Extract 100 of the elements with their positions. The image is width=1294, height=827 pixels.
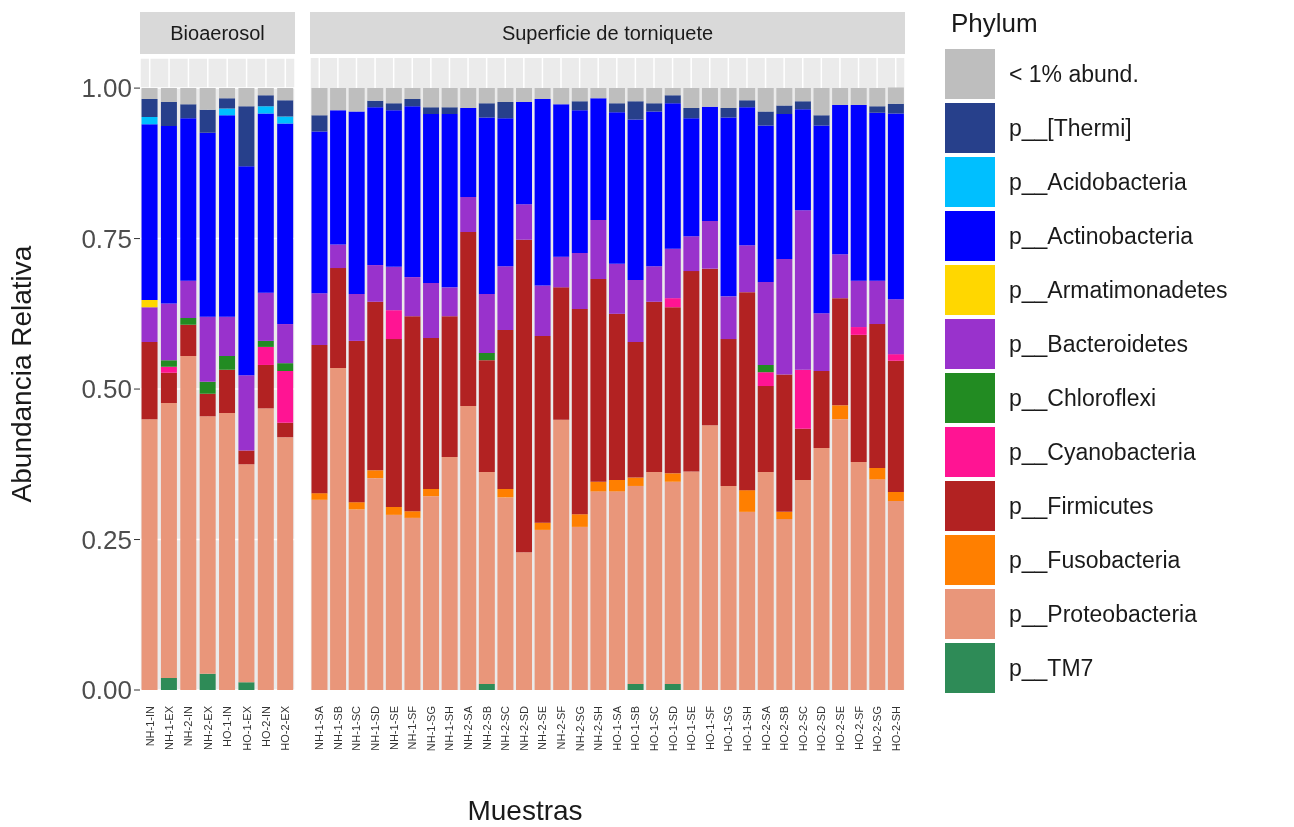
bar xyxy=(720,339,737,486)
bar xyxy=(423,88,440,108)
x-tick-label: NH-1-SA xyxy=(313,705,326,751)
bar xyxy=(478,360,495,473)
x-tick-label: HO-2-IN xyxy=(259,705,272,747)
bar xyxy=(199,88,216,110)
bar xyxy=(160,303,177,361)
bar xyxy=(776,88,793,106)
bar xyxy=(534,98,551,286)
bar xyxy=(478,683,495,690)
bar xyxy=(311,499,328,690)
bar xyxy=(199,316,216,382)
x-tick-label: HO-1-SF xyxy=(703,705,716,750)
legend-label: p__Fusobacteria xyxy=(1009,546,1181,574)
bar xyxy=(683,88,700,108)
bar xyxy=(478,88,495,104)
bar xyxy=(257,408,274,690)
bar xyxy=(757,88,774,112)
y-tick-label: 0.75 xyxy=(81,223,132,254)
bar xyxy=(832,298,849,406)
bar xyxy=(776,105,793,114)
bar xyxy=(238,450,255,465)
bar xyxy=(277,100,294,117)
bar xyxy=(330,110,347,245)
bar xyxy=(534,529,551,690)
bar xyxy=(277,363,294,371)
y-axis-title: Abundancia Relativa xyxy=(6,245,38,503)
bar xyxy=(627,280,644,343)
y-tick-label: 0.00 xyxy=(81,675,132,706)
bar xyxy=(776,519,793,690)
bar xyxy=(311,345,328,494)
legend-label: p__[Thermi] xyxy=(1009,114,1132,142)
bar xyxy=(497,101,514,119)
bar xyxy=(850,327,867,335)
x-tick-label: NH-1-IN xyxy=(143,705,156,747)
x-tick-label: NH-2-SD xyxy=(517,705,530,751)
x-tick-label: HO-2-SE xyxy=(833,706,846,751)
bar xyxy=(646,472,663,690)
bar xyxy=(887,87,904,104)
bar xyxy=(348,293,365,341)
bar xyxy=(757,125,774,282)
x-tick-label: HO-2-SC xyxy=(796,705,809,752)
bar xyxy=(850,104,867,281)
legend-label: < 1% abund. xyxy=(1009,60,1139,88)
bar xyxy=(664,103,681,249)
bar xyxy=(869,112,886,281)
bar xyxy=(277,123,294,325)
bar xyxy=(813,115,830,126)
bar xyxy=(277,370,294,423)
bar xyxy=(683,271,700,472)
x-tick-label: NH-2-SB xyxy=(480,706,493,751)
bar xyxy=(404,277,421,317)
bar xyxy=(794,109,811,211)
x-tick-label: NH-1-SG xyxy=(424,706,437,752)
bar xyxy=(141,116,158,125)
bar xyxy=(757,111,774,126)
bar xyxy=(869,88,886,107)
bar xyxy=(571,308,588,515)
x-tick-label: HO-1-SG xyxy=(722,706,735,752)
bar xyxy=(160,126,177,304)
bar xyxy=(277,437,294,690)
bar xyxy=(627,485,644,684)
bar xyxy=(160,360,177,367)
bar xyxy=(180,355,197,690)
bar xyxy=(219,88,236,99)
bar xyxy=(199,132,216,317)
bar xyxy=(701,88,718,107)
bar xyxy=(571,526,588,690)
x-tick-label: HO-2-SH xyxy=(889,705,902,752)
bar xyxy=(277,116,294,124)
bar xyxy=(199,381,216,394)
bar xyxy=(608,88,625,104)
bar xyxy=(627,88,644,102)
bar xyxy=(180,280,197,319)
bar xyxy=(238,375,255,451)
x-tick-label: HO-1-SD xyxy=(666,705,679,752)
bar xyxy=(813,313,830,371)
bar xyxy=(850,334,867,462)
bar xyxy=(832,405,849,420)
bar xyxy=(646,301,663,473)
bar xyxy=(238,464,255,683)
bar xyxy=(219,115,236,317)
bar xyxy=(311,115,328,132)
bar xyxy=(385,88,402,104)
bar xyxy=(794,88,811,102)
bar xyxy=(367,100,384,108)
bar xyxy=(516,101,533,205)
bar xyxy=(141,88,158,99)
bar xyxy=(478,472,495,684)
chart-title: Bioaerosol xyxy=(140,12,295,54)
bar xyxy=(330,88,347,111)
bar xyxy=(869,479,886,690)
bar xyxy=(367,470,384,479)
bar xyxy=(608,479,625,492)
bar xyxy=(238,106,255,167)
bar xyxy=(478,352,495,361)
x-tick-label: NH-2-EX xyxy=(201,705,214,751)
bar xyxy=(141,124,158,300)
bar xyxy=(869,467,886,480)
bar xyxy=(701,106,718,222)
